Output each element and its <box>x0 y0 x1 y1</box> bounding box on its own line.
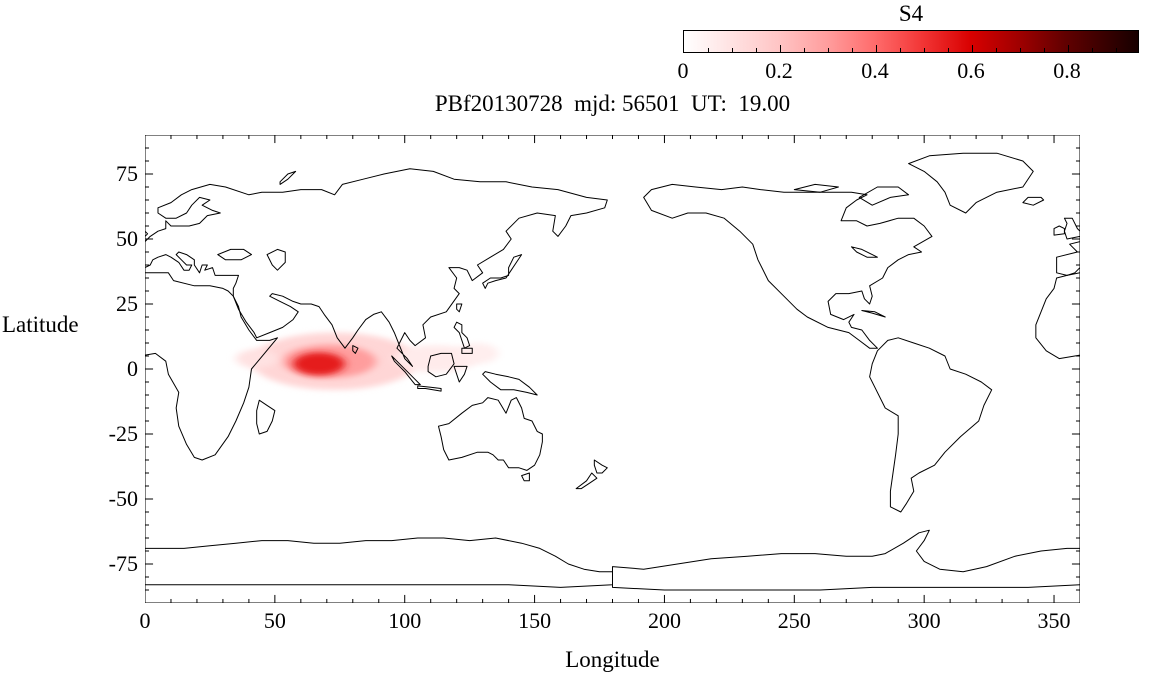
coastline <box>1054 226 1064 235</box>
coastline <box>909 153 1034 213</box>
colorbar-tick-label: 0.4 <box>861 58 889 83</box>
colorbar-tick <box>780 45 781 52</box>
colorbar-tick <box>708 48 709 52</box>
y-tick-label: 50 <box>116 226 138 251</box>
world-map-outlines <box>145 153 613 590</box>
coastline <box>613 530 1081 590</box>
colorbar-tick <box>732 48 733 52</box>
colorbar-tick <box>1092 48 1093 52</box>
colorbar-tick <box>972 45 973 52</box>
coastline <box>267 249 285 270</box>
y-tick-label: 0 <box>127 356 138 381</box>
colorbar <box>683 30 1139 53</box>
coastline <box>353 346 358 354</box>
coastline <box>576 473 597 489</box>
colorbar-tick <box>1116 48 1117 52</box>
plot-title: PBf20130728 mjd: 56501 UT: 19.00 <box>434 91 791 116</box>
x-axis-label: Longitude <box>565 647 660 672</box>
colorbar-tick-label: 0.8 <box>1053 58 1081 83</box>
coastline <box>145 169 607 367</box>
colorbar-tick <box>756 48 757 52</box>
y-tick-label: 75 <box>116 161 138 186</box>
coastline <box>454 322 470 348</box>
y-tick-label: -75 <box>108 551 138 576</box>
x-tick-label: 300 <box>907 608 941 633</box>
colorbar-tick <box>804 48 805 52</box>
x-tick-label: 50 <box>263 608 286 633</box>
x-tick-label: 350 <box>1037 608 1071 633</box>
s4-hotspot <box>394 345 478 373</box>
coastline <box>392 356 421 385</box>
coastline <box>859 187 908 205</box>
coastline <box>218 249 252 259</box>
s4-hotspot <box>293 352 345 376</box>
coastline <box>1023 197 1044 205</box>
coastline <box>145 273 277 460</box>
coastline <box>644 184 932 348</box>
colorbar-tick <box>852 48 853 52</box>
colorbar-tick <box>876 45 877 52</box>
x-tick-label: 150 <box>518 608 552 633</box>
colorbar-tick <box>1020 48 1021 52</box>
coastline <box>794 184 838 192</box>
world-map-outlines <box>613 153 1081 590</box>
coastline <box>145 218 148 239</box>
coastline <box>594 460 607 473</box>
s4-hotspot <box>235 349 278 368</box>
map-plot <box>145 135 1080 603</box>
coastline <box>280 171 296 184</box>
colorbar-title: S4 <box>898 1 924 26</box>
y-tick-label: -50 <box>108 486 138 511</box>
x-tick-label: 100 <box>388 608 422 633</box>
colorbar-tick-label: 0 <box>677 58 689 83</box>
coastline <box>462 348 472 353</box>
coastline <box>1036 273 1080 460</box>
colorbar-tick <box>948 48 949 52</box>
colorbar-tick-label: 0.6 <box>957 58 985 83</box>
coastline <box>522 473 530 481</box>
coastline <box>483 372 538 395</box>
x-tick-label: 250 <box>777 608 811 633</box>
colorbar-tick-label: 0.2 <box>765 58 793 83</box>
y-tick-label: -25 <box>108 421 138 446</box>
colorbar-tick <box>996 48 997 52</box>
coastline <box>1064 218 1080 239</box>
coastline <box>454 366 467 382</box>
x-tick-label: 0 <box>139 608 151 633</box>
coastline <box>862 311 885 318</box>
x-tick-label: 200 <box>647 608 681 633</box>
coastline <box>438 398 542 471</box>
colorbar-tick <box>828 48 829 52</box>
coastline <box>483 255 522 289</box>
colorbar-tick <box>1068 45 1069 52</box>
coastline <box>870 338 992 512</box>
colorbar-tick <box>924 48 925 52</box>
coastline <box>145 530 613 590</box>
y-axis-label: Latitude <box>2 312 79 337</box>
coastline <box>457 304 462 312</box>
coastline <box>428 353 454 376</box>
coastline <box>418 386 441 391</box>
colorbar-tick <box>1044 48 1045 52</box>
coastline <box>1057 169 1080 367</box>
coastline <box>851 247 877 257</box>
axis-ticks <box>145 135 1080 603</box>
coastline <box>257 400 275 434</box>
y-tick-label: 25 <box>116 291 138 316</box>
colorbar-tick <box>900 48 901 52</box>
